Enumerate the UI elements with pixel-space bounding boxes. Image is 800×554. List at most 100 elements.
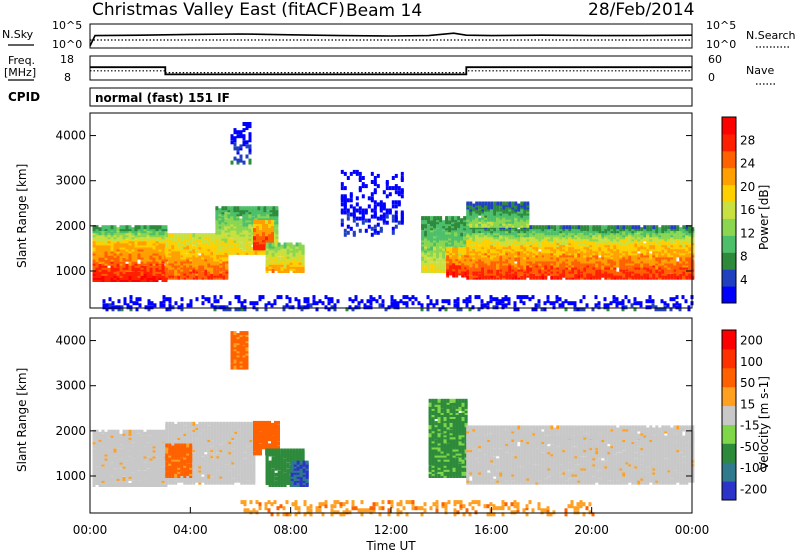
power-cell: [358, 176, 362, 180]
power-cell: [301, 262, 305, 267]
power-cell: [146, 251, 150, 256]
power-cell: [451, 244, 455, 249]
power-cell: [568, 251, 572, 256]
power-cell: [233, 146, 237, 151]
power-cell: [195, 239, 199, 244]
power-cell: [256, 232, 259, 237]
power-cell: [586, 237, 590, 242]
power-cell: [520, 209, 524, 214]
power-cell: [531, 307, 535, 312]
power-cell: [150, 305, 154, 310]
power-cell: [598, 235, 602, 240]
power-cell: [340, 186, 344, 191]
power-cell: [201, 233, 205, 238]
power-cell: [421, 244, 425, 249]
power-cell: [236, 236, 240, 241]
power-cell: [265, 258, 269, 263]
power-cell: [502, 213, 506, 218]
power-cell: [577, 271, 581, 276]
power-cell: [346, 198, 350, 203]
power-cell: [189, 233, 193, 238]
power-cell: [664, 251, 668, 256]
power-cell: [675, 295, 679, 300]
power-cell: [673, 265, 677, 270]
power-cell: [292, 252, 296, 257]
power-cell: [177, 239, 181, 244]
power-cell: [405, 295, 409, 300]
power-cell: [601, 259, 605, 264]
power-cell: [496, 237, 500, 242]
power-cell: [550, 245, 554, 250]
power-cell: [544, 245, 548, 250]
power-cell: [643, 225, 647, 230]
power-cell: [520, 259, 524, 264]
power-cell: [152, 237, 156, 242]
power-cell: [251, 228, 255, 233]
power-cell: [464, 273, 468, 278]
power-cell: [532, 273, 536, 278]
power-cell: [210, 265, 214, 270]
power-cell: [295, 269, 299, 273]
power-cell: [161, 249, 165, 254]
power-cell: [345, 307, 349, 312]
date-label: 28/Feb/2014: [588, 0, 694, 20]
power-cell: [183, 271, 187, 276]
power-cell: [573, 307, 577, 312]
power-cell: [436, 269, 440, 273]
power-cell: [261, 295, 265, 300]
power-cell: [461, 267, 465, 272]
power-cell: [171, 251, 175, 256]
power-cell: [192, 233, 196, 238]
power-cell: [236, 210, 240, 215]
power-cell: [134, 276, 138, 280]
power-cell: [457, 230, 461, 235]
power-cell: [108, 297, 112, 302]
power-cell: [553, 231, 557, 236]
power-cell: [274, 256, 278, 261]
power-cell: [369, 295, 373, 300]
power-cell: [478, 209, 482, 214]
power-cell: [210, 303, 214, 308]
power-cell: [586, 225, 590, 230]
power-cell: [670, 231, 674, 236]
power-cell: [523, 239, 527, 244]
power-cell: [670, 245, 674, 250]
power-cell: [514, 207, 518, 212]
power-cell: [604, 271, 608, 276]
power-cell: [498, 299, 502, 304]
power-cell: [640, 265, 644, 270]
power-cell: [655, 237, 659, 242]
power-cell: [496, 271, 500, 276]
power-cell: [131, 237, 135, 242]
power-cell: [149, 231, 153, 236]
power-cell: [405, 303, 409, 308]
power-cell: [242, 222, 246, 227]
power-cell: [484, 259, 488, 264]
power-cell: [613, 259, 617, 264]
power-cell: [352, 218, 356, 223]
power-cell: [589, 271, 593, 276]
power-cell: [472, 219, 476, 224]
power-cell: [478, 245, 482, 250]
power-cell: [649, 245, 653, 250]
power-cell: [619, 251, 623, 256]
power-cell: [254, 210, 258, 215]
power-cell: [352, 206, 356, 211]
power-cell: [487, 205, 491, 210]
power-cell: [207, 297, 211, 302]
power-cell: [436, 262, 440, 267]
power-cell: [637, 233, 641, 238]
power-cell: [565, 265, 569, 270]
power-cell: [486, 301, 490, 306]
power-cell: [300, 305, 304, 310]
power-cell: [520, 271, 524, 276]
power-cell: [424, 250, 428, 255]
power-cell: [561, 303, 565, 308]
power-cell: [532, 259, 536, 264]
power-cell: [192, 265, 196, 270]
power-cell: [143, 225, 147, 230]
power-cell: [535, 275, 539, 280]
power-cell: [237, 307, 241, 312]
power-cell: [168, 297, 172, 302]
power-cell: [168, 265, 172, 270]
